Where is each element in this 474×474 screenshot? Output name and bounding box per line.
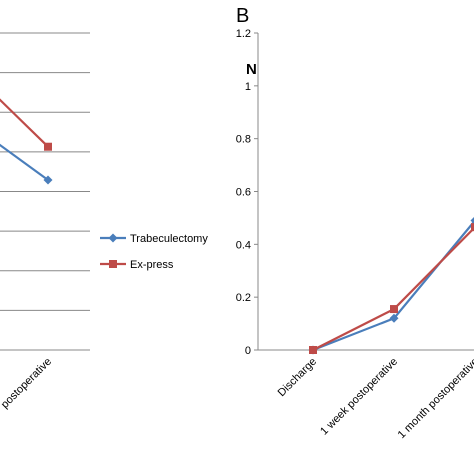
- point: [470, 217, 474, 225]
- y-tick-label: 0.2: [236, 292, 251, 304]
- point: [390, 305, 398, 314]
- y-tick-label: 0.6: [236, 187, 251, 199]
- x-tick-label: 1 week postoperative: [318, 356, 400, 438]
- y-tick-label: 0.8: [236, 134, 251, 146]
- series-line: [0, 143, 49, 181]
- x-tick-label: 1 month postoperative: [396, 356, 474, 441]
- point: [44, 142, 52, 151]
- point: [309, 346, 317, 354]
- legend-label: Trabeculectomy: [130, 233, 208, 245]
- legend-label: Ex-press: [130, 259, 174, 271]
- point: [471, 223, 474, 232]
- series-line: [312, 220, 474, 352]
- x-tick-label: postoperative: [0, 356, 54, 411]
- y-tick-label: 1.2: [236, 28, 251, 40]
- series-line: [312, 226, 474, 351]
- y-tick-label: 0: [245, 345, 251, 357]
- point: [43, 175, 53, 185]
- point: [389, 313, 399, 323]
- x-tick-label: Discharge: [276, 356, 320, 400]
- series-line: [0, 98, 49, 148]
- y-tick-label: 0.4: [236, 239, 251, 251]
- legend-marker: [108, 233, 118, 243]
- panel-label: B: [236, 5, 249, 27]
- legend-marker: [109, 260, 117, 268]
- y-tick-label: 1: [245, 81, 251, 93]
- y-axis-label: N: [246, 61, 257, 78]
